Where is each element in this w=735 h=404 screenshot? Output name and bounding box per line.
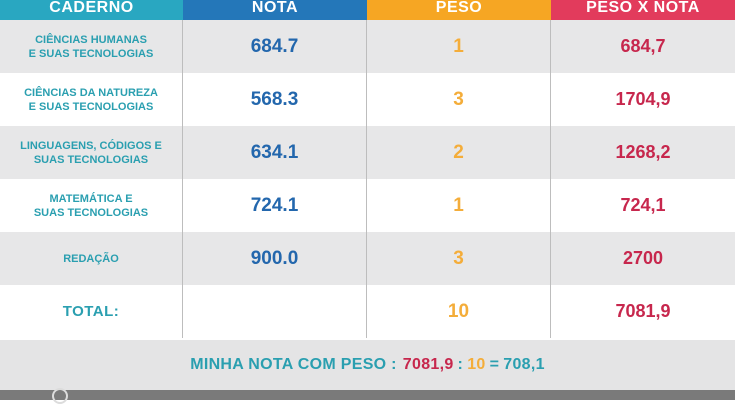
- subject-label: REDAÇÃO: [63, 252, 119, 265]
- grade-table: CADERNO NOTA PESO PESO X NOTA CIÊNCIAS H…: [0, 0, 735, 338]
- produto-value: 1268,2: [615, 142, 671, 162]
- peso-value: 3: [453, 88, 464, 110]
- table-row: CIÊNCIAS HUMANAS E SUAS TECNOLOGIAS 684.…: [0, 20, 735, 73]
- peso-value: 1: [453, 35, 464, 57]
- subject-label: CIÊNCIAS HUMANAS E SUAS TECNOLOGIAS: [28, 33, 154, 60]
- table-row: CIÊNCIAS DA NATUREZA E SUAS TECNOLOGIAS …: [0, 73, 735, 126]
- summary-divide-sign: :: [457, 356, 464, 373]
- header-nota: NOTA: [183, 0, 367, 20]
- produto-value: 2700: [622, 248, 664, 268]
- header-peso: PESO: [367, 0, 551, 20]
- weighted-grade-summary: MINHA NOTA COM PESO : 7081,9 : 10 = 708,…: [0, 340, 735, 390]
- footer-bar: [0, 388, 735, 404]
- total-label: TOTAL:: [62, 303, 120, 320]
- total-produto-value: 7081,9: [615, 301, 671, 321]
- summary-equals-sign: =: [489, 356, 500, 373]
- produto-value: 1704,9: [615, 89, 671, 109]
- nota-value: 568.3: [250, 88, 299, 110]
- table-row: REDAÇÃO 900.0 3 2700: [0, 232, 735, 285]
- table-row: MATEMÁTICA E SUAS TECNOLOGIAS 724.1 1 72…: [0, 179, 735, 232]
- peso-value: 1: [453, 194, 464, 216]
- summary-result: 708,1: [503, 356, 545, 373]
- nota-value: 684.7: [250, 35, 299, 57]
- nota-value: 634.1: [250, 141, 299, 163]
- summary-label: MINHA NOTA COM PESO :: [190, 356, 397, 373]
- nota-value: 900.0: [250, 247, 299, 269]
- total-row: TOTAL: 10 7081,9: [0, 285, 735, 338]
- summary-divisor: 10: [467, 356, 486, 373]
- table-row: LINGUAGENS, CÓDIGOS E SUAS TECNOLOGIAS 6…: [0, 126, 735, 179]
- subject-label: MATEMÁTICA E SUAS TECNOLOGIAS: [33, 192, 149, 219]
- summary-sum: 7081,9: [402, 356, 454, 373]
- peso-value: 3: [453, 247, 464, 269]
- produto-value: 724,1: [620, 195, 666, 215]
- nota-value: 724.1: [250, 194, 299, 216]
- peso-value: 2: [453, 141, 464, 163]
- subject-label: LINGUAGENS, CÓDIGOS E SUAS TECNOLOGIAS: [20, 139, 162, 166]
- produto-value: 684,7: [620, 36, 666, 56]
- circle-icon: [52, 388, 68, 404]
- table-header: CADERNO NOTA PESO PESO X NOTA: [0, 0, 735, 20]
- header-peso-x-nota: PESO X NOTA: [551, 0, 735, 20]
- total-peso-value: 10: [447, 300, 470, 322]
- header-caderno: CADERNO: [0, 0, 183, 20]
- subject-label: CIÊNCIAS DA NATUREZA E SUAS TECNOLOGIAS: [24, 86, 158, 113]
